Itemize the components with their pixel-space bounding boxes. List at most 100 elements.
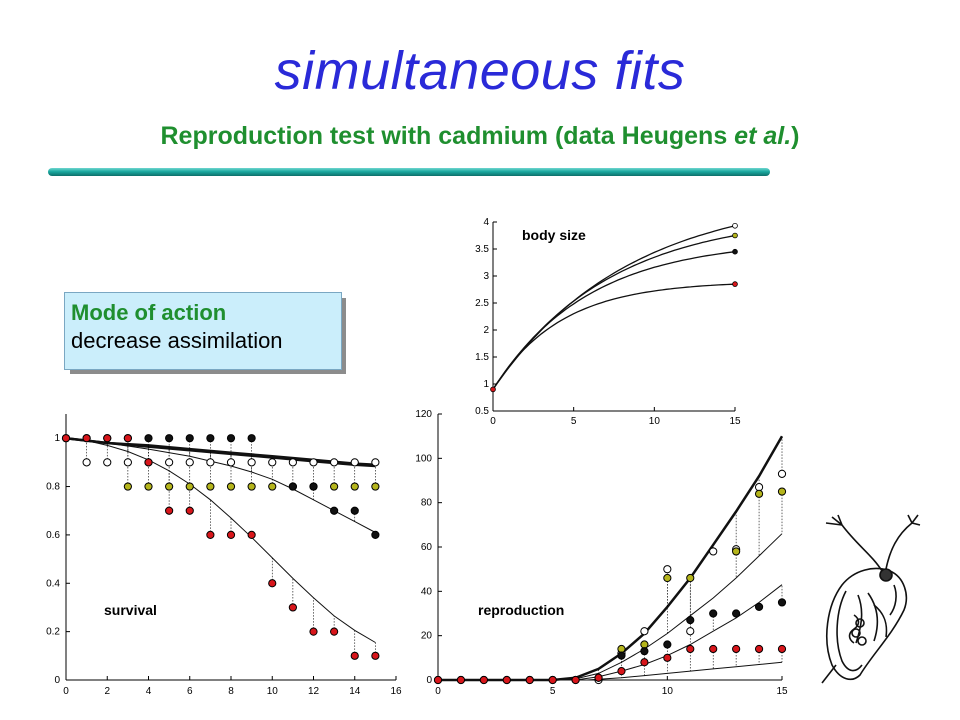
survival-fit-line <box>65 437 376 643</box>
reproduction-point <box>594 673 603 682</box>
survival-y-tick-label: 0.2 <box>46 627 60 638</box>
survival-point <box>288 603 297 612</box>
page-subtitle: Reproduction test with cadmium (data Heu… <box>0 122 960 151</box>
survival-point <box>144 458 153 467</box>
survival-point <box>247 434 256 443</box>
survival-point <box>247 458 256 467</box>
reproduction-point <box>663 653 672 662</box>
survival-point <box>309 627 318 636</box>
survival-point <box>226 458 236 467</box>
reproduction-point <box>686 573 695 583</box>
reproduction-point <box>640 640 649 649</box>
reproduction-x-tick-label: 10 <box>662 686 674 697</box>
body-size-x-tick-label: 0 <box>490 416 496 427</box>
reproduction-point <box>456 675 466 685</box>
reproduction-y-tick-label: 60 <box>421 542 433 553</box>
survival-point <box>82 434 91 443</box>
subtitle-italic: et al. <box>734 122 792 150</box>
survival-point <box>206 482 215 491</box>
survival-point <box>61 434 71 443</box>
reproduction-point <box>617 651 626 660</box>
survival-point <box>350 458 359 467</box>
body-size-end-point <box>732 232 738 239</box>
survival-point <box>309 482 318 491</box>
survival-point <box>288 482 297 491</box>
reproduction-point <box>777 487 787 496</box>
survival-point <box>350 506 359 515</box>
body-size-x-tick-label: 5 <box>571 416 577 427</box>
body-size-y-tick-label: 1.5 <box>475 352 489 363</box>
reproduction-point <box>640 627 649 636</box>
survival-point <box>330 627 339 636</box>
survival-point <box>144 482 153 491</box>
survival-point <box>309 458 318 467</box>
reproduction-x-tick-label: 15 <box>776 686 788 697</box>
subtitle-main: Reproduction test with cadmium (data Heu… <box>160 122 735 150</box>
reproduction-point <box>571 675 580 685</box>
survival-x-tick-label: 0 <box>63 686 69 697</box>
survival-point <box>165 458 174 467</box>
survival-point <box>123 458 132 467</box>
survival-point <box>226 434 236 443</box>
body-size-fit-line <box>492 225 736 390</box>
survival-y-tick-label: 0.8 <box>46 482 60 493</box>
reproduction-point <box>754 602 764 611</box>
body-size-fit-line <box>492 283 736 390</box>
reproduction-point <box>617 644 626 654</box>
survival-label: survival <box>104 602 157 618</box>
survival-point <box>185 506 194 515</box>
survival-point <box>371 651 380 660</box>
survival-point <box>371 458 380 467</box>
reproduction-point <box>709 609 718 618</box>
body-size-y-tick-label: 2.5 <box>475 298 489 309</box>
survival-point <box>268 579 277 588</box>
survival-point <box>185 434 194 443</box>
survival-point <box>206 530 215 540</box>
survival-point <box>330 506 339 515</box>
survival-point <box>371 482 380 491</box>
survival-point <box>288 458 297 467</box>
survival-point <box>103 458 112 467</box>
title-divider-bar <box>48 168 770 176</box>
body-size-y-tick-label: 3.5 <box>475 244 489 255</box>
survival-point <box>247 482 256 491</box>
body-size-chart: 0 5 10 15 0.5 1 1.5 2 2.5 3 3.5 4 body size <box>475 217 741 427</box>
body-size-start-point <box>490 386 496 393</box>
survival-point <box>206 458 215 467</box>
reproduction-point <box>777 598 787 607</box>
reproduction-point <box>709 547 718 556</box>
survival-point <box>330 482 339 491</box>
survival-x-tick-label: 14 <box>349 686 361 697</box>
survival-y-tick-label: 0 <box>54 675 60 686</box>
subtitle-end: ) <box>791 122 800 150</box>
survival-y-tick-label: 1 <box>54 433 60 444</box>
mode-of-action-box: Mode of action decrease assimilation <box>64 292 346 374</box>
survival-x-tick-label: 6 <box>187 686 193 697</box>
reproduction-y-tick-label: 0 <box>426 675 432 686</box>
body-size-fit-line <box>492 234 736 390</box>
body-size-end-point <box>732 281 738 287</box>
reproduction-point <box>663 565 672 574</box>
reproduction-point <box>732 644 741 654</box>
reproduction-x-tick-label: 5 <box>550 686 556 697</box>
daphnia-illustration <box>821 514 921 684</box>
reproduction-point <box>777 469 787 478</box>
reproduction-fit-line <box>438 661 783 681</box>
reproduction-point <box>686 644 695 654</box>
reproduction-fit-line <box>438 435 784 682</box>
reproduction-point <box>502 675 511 685</box>
survival-point <box>268 458 277 467</box>
reproduction-point <box>479 675 488 685</box>
reproduction-x-tick-label: 0 <box>435 686 441 697</box>
survival-point <box>247 530 256 540</box>
body-size-x-tick-label: 10 <box>649 416 661 427</box>
survival-point <box>185 458 194 467</box>
survival-point <box>185 482 194 491</box>
reproduction-point <box>754 644 764 654</box>
survival-point <box>82 458 91 467</box>
survival-point <box>330 458 339 467</box>
survival-point <box>123 434 132 443</box>
reproduction-fit-line <box>438 584 783 681</box>
body-size-y-tick-label: 4 <box>483 217 489 228</box>
